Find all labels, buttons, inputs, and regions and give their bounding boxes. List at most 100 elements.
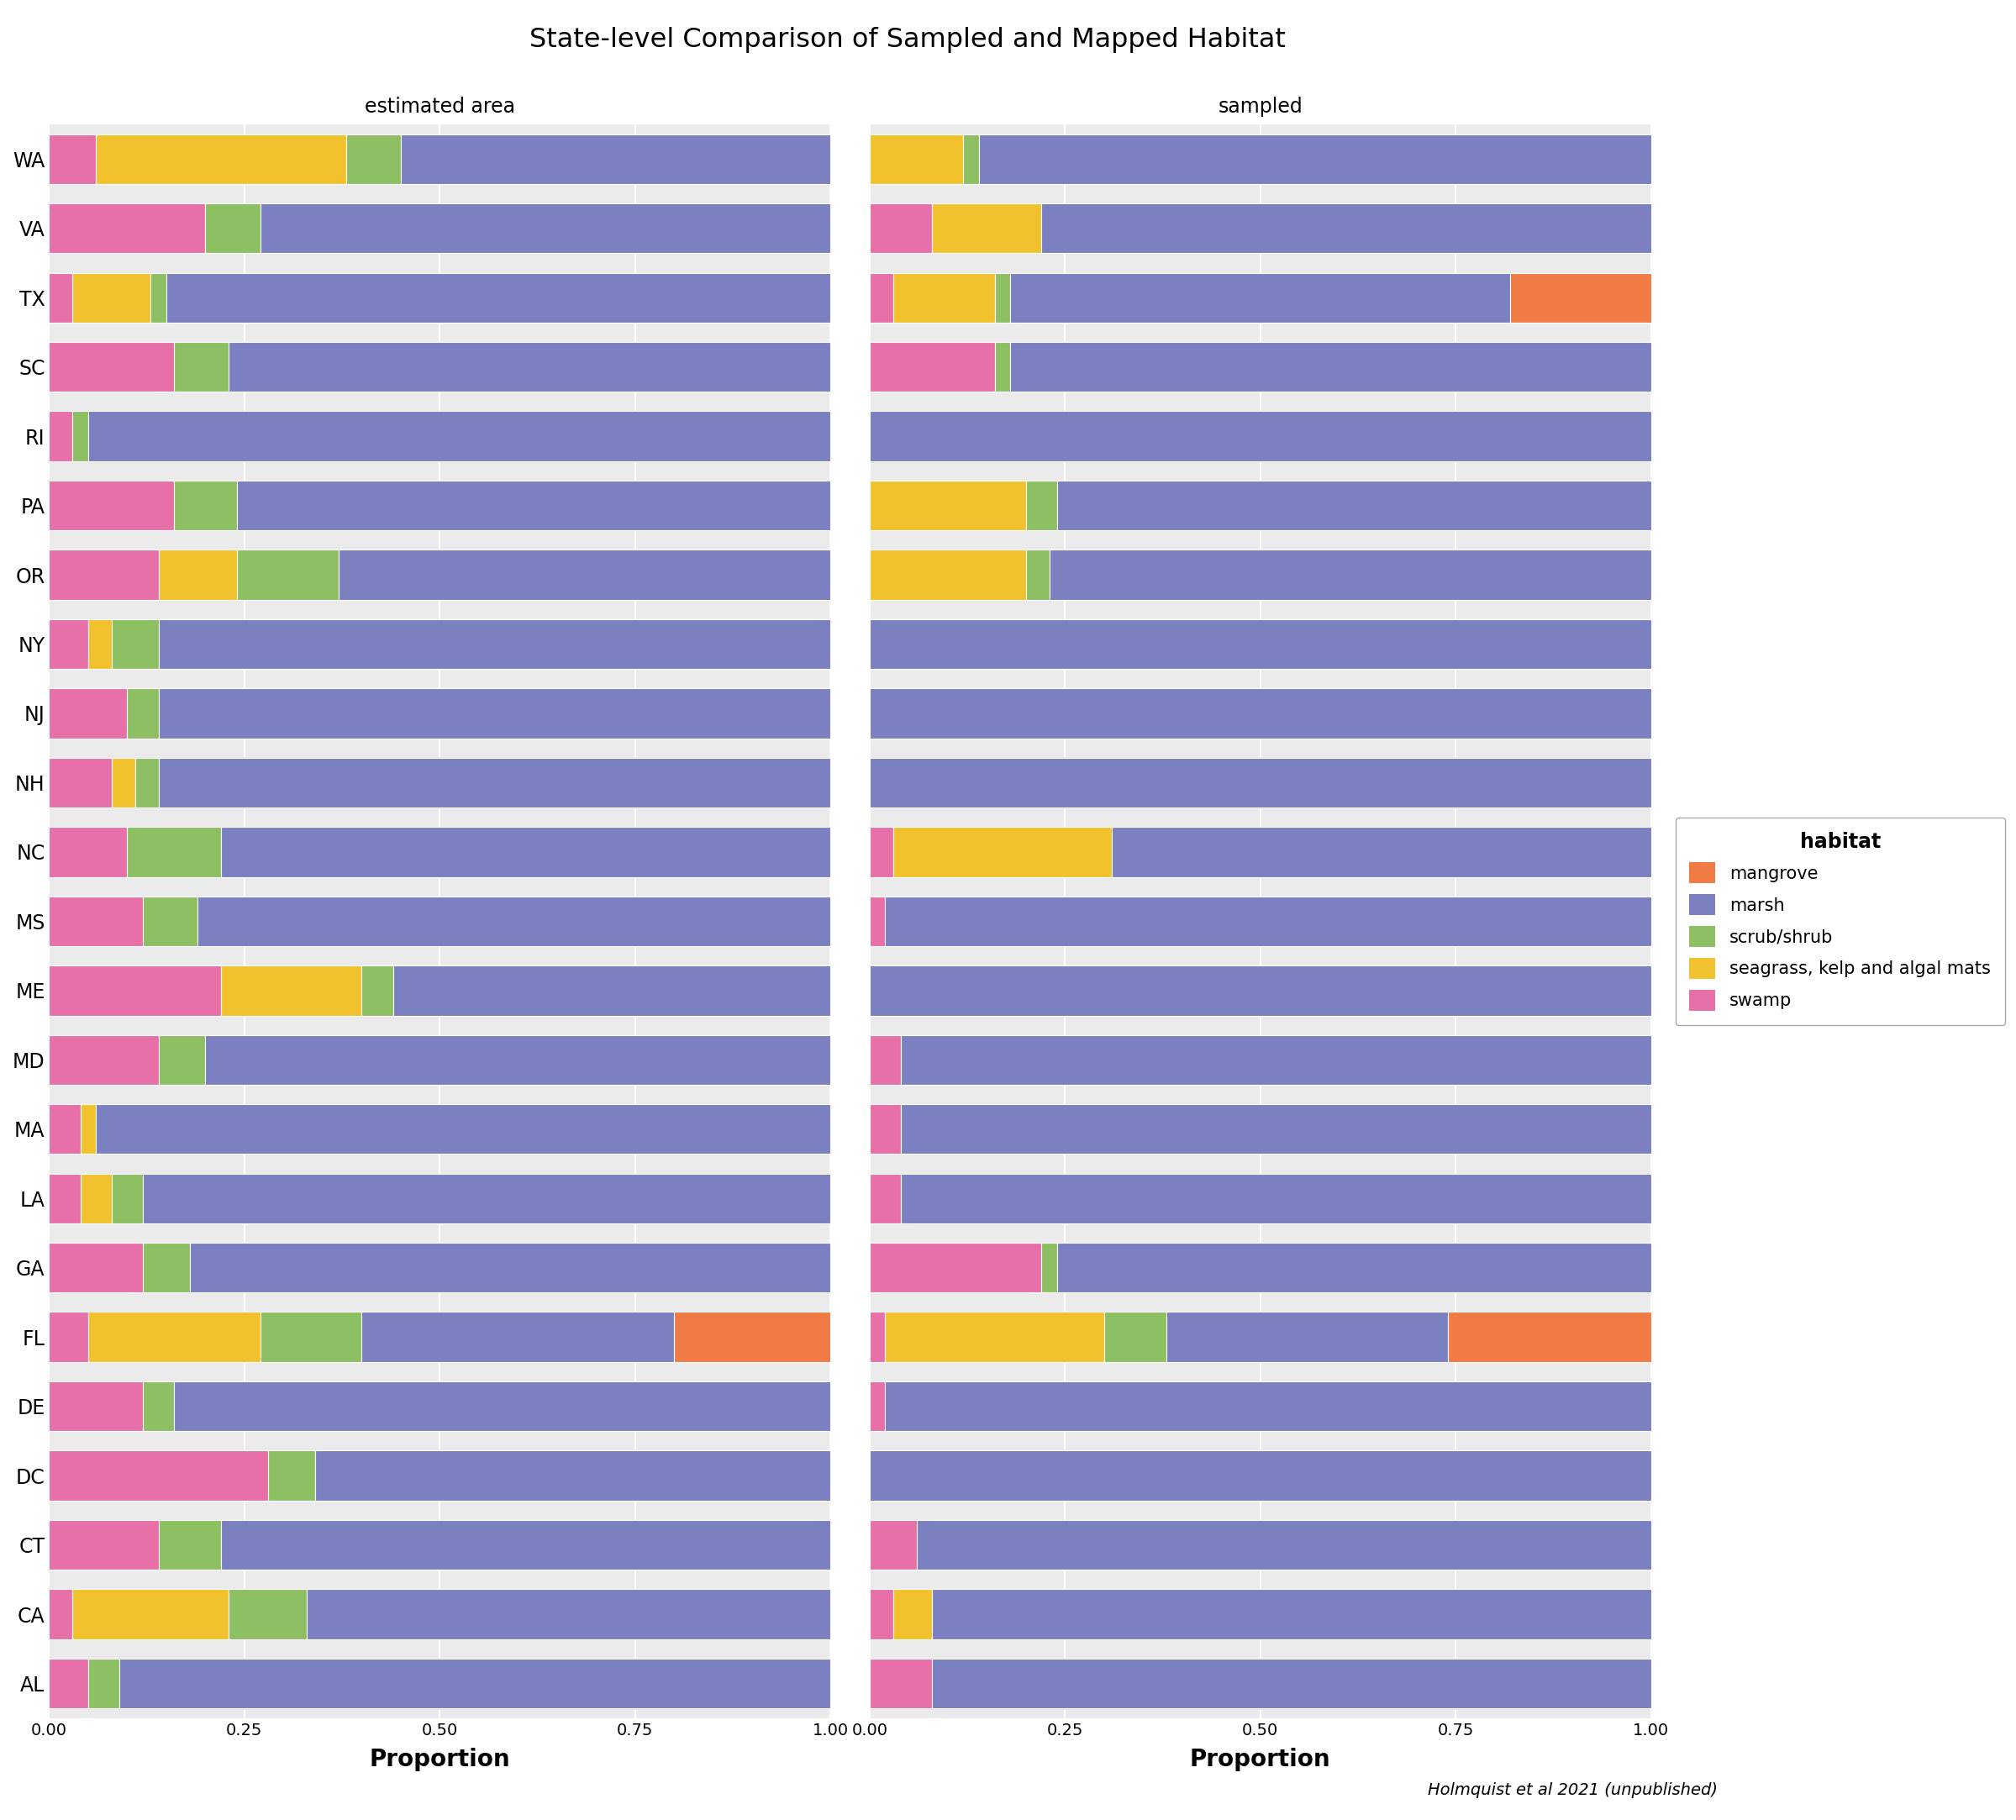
Bar <box>173 480 236 530</box>
Bar <box>314 1451 831 1500</box>
Bar <box>401 135 831 184</box>
Bar <box>48 895 143 946</box>
Bar <box>190 1243 831 1292</box>
Bar <box>206 1036 831 1085</box>
Bar <box>361 966 393 1016</box>
Bar <box>81 1105 97 1154</box>
Text: State-level Comparison of Sampled and Mapped Habitat: State-level Comparison of Sampled and Ma… <box>528 27 1286 53</box>
Bar <box>143 895 198 946</box>
Bar <box>869 688 1651 739</box>
Bar <box>1447 1312 1651 1361</box>
Bar <box>236 480 831 530</box>
Bar <box>222 1520 831 1571</box>
Bar <box>48 966 222 1016</box>
Bar <box>393 966 831 1016</box>
Bar <box>869 1174 901 1223</box>
Legend: mangrove, marsh, scrub/shrub, seagrass, kelp and algal mats, swamp: mangrove, marsh, scrub/shrub, seagrass, … <box>1675 817 2004 1025</box>
Bar <box>306 1589 831 1640</box>
Bar <box>1048 550 1651 601</box>
Bar <box>917 1520 1651 1571</box>
Bar <box>48 1658 89 1709</box>
Bar <box>89 1658 119 1709</box>
Bar <box>167 273 831 322</box>
Bar <box>1111 826 1651 877</box>
Bar <box>230 1589 306 1640</box>
Bar <box>48 688 127 739</box>
Bar <box>89 411 831 460</box>
Bar <box>869 204 931 253</box>
Bar <box>119 1658 831 1709</box>
X-axis label: Proportion: Proportion <box>369 1747 510 1771</box>
Bar <box>869 826 893 877</box>
Bar <box>48 1105 81 1154</box>
Bar <box>260 204 831 253</box>
Bar <box>236 550 339 601</box>
Bar <box>198 895 831 946</box>
Bar <box>339 550 831 601</box>
Bar <box>869 757 1651 808</box>
Bar <box>869 1658 931 1709</box>
Title: estimated area: estimated area <box>365 96 514 116</box>
Bar <box>89 619 111 670</box>
Bar <box>869 480 1026 530</box>
Bar <box>1042 204 1651 253</box>
Bar <box>901 1174 1651 1223</box>
Bar <box>173 342 230 391</box>
Bar <box>89 1312 260 1361</box>
Bar <box>1026 550 1048 601</box>
Bar <box>111 1174 143 1223</box>
Bar <box>48 135 97 184</box>
Bar <box>1056 1243 1651 1292</box>
Bar <box>869 1589 893 1640</box>
Bar <box>1010 342 1651 391</box>
Bar <box>1510 273 1651 322</box>
Text: Holmquist et al 2021 (unpublished): Holmquist et al 2021 (unpublished) <box>1427 1782 1718 1798</box>
Bar <box>673 1312 831 1361</box>
Bar <box>48 1381 143 1431</box>
Bar <box>869 619 1651 670</box>
Title: sampled: sampled <box>1218 96 1302 116</box>
Bar <box>222 826 831 877</box>
Bar <box>48 1589 73 1640</box>
Bar <box>48 550 159 601</box>
Bar <box>869 1451 1651 1500</box>
Bar <box>127 688 159 739</box>
Bar <box>48 342 173 391</box>
Bar <box>893 1589 931 1640</box>
Bar <box>48 480 173 530</box>
Bar <box>48 1243 143 1292</box>
Bar <box>143 1243 190 1292</box>
Bar <box>347 135 401 184</box>
Bar <box>135 757 159 808</box>
Bar <box>869 135 964 184</box>
Bar <box>151 273 167 322</box>
Bar <box>48 273 73 322</box>
Bar <box>48 204 206 253</box>
Bar <box>206 204 260 253</box>
Bar <box>81 1174 111 1223</box>
Bar <box>869 1105 901 1154</box>
Bar <box>48 619 89 670</box>
Bar <box>869 1381 885 1431</box>
Bar <box>97 1105 831 1154</box>
Bar <box>159 550 236 601</box>
Bar <box>1026 480 1056 530</box>
Bar <box>1056 480 1651 530</box>
Bar <box>361 1312 673 1361</box>
Bar <box>893 273 994 322</box>
Bar <box>869 966 1651 1016</box>
Bar <box>901 1036 1651 1085</box>
Bar <box>980 135 1651 184</box>
Bar <box>869 411 1651 460</box>
Bar <box>127 826 222 877</box>
Bar <box>143 1174 831 1223</box>
Bar <box>159 757 831 808</box>
Bar <box>159 1036 206 1085</box>
Bar <box>48 411 73 460</box>
Bar <box>143 1381 173 1431</box>
Bar <box>268 1451 314 1500</box>
Bar <box>1042 1243 1056 1292</box>
Bar <box>931 204 1042 253</box>
Bar <box>48 826 127 877</box>
Bar <box>48 1312 89 1361</box>
